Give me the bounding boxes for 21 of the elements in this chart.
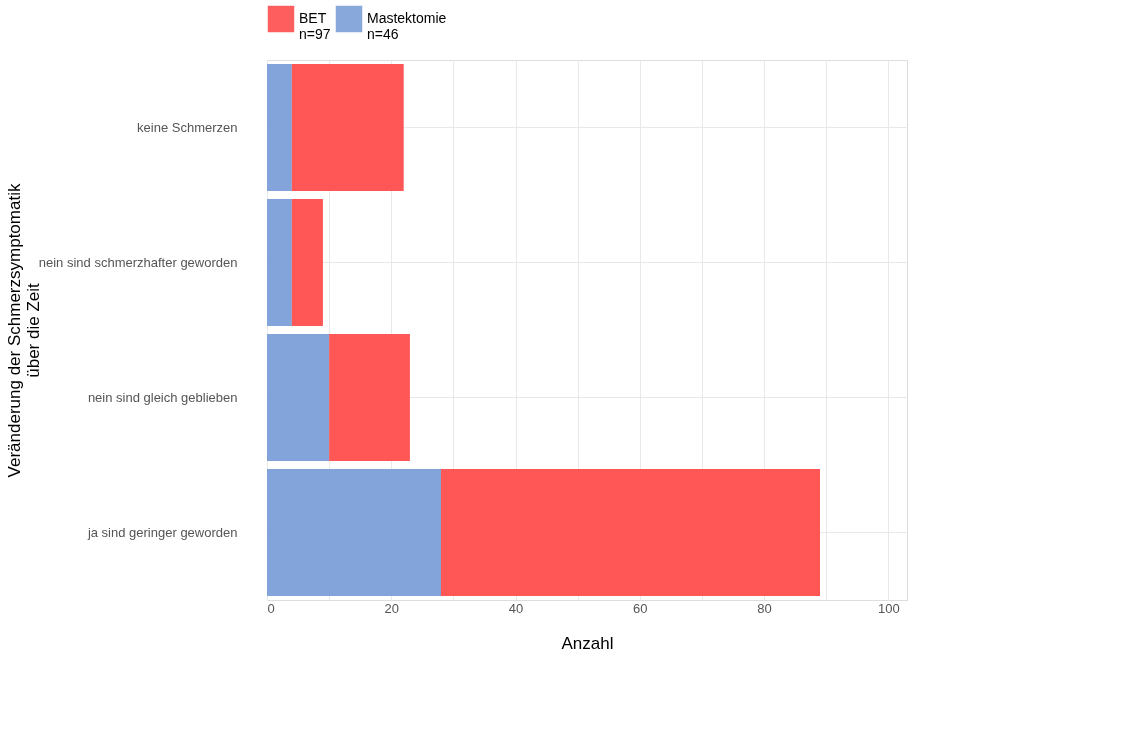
y-tick-label: keine Schmerzen bbox=[137, 119, 238, 135]
x-tick-label: 40 bbox=[508, 600, 524, 616]
legend-label: BET n=97 bbox=[299, 10, 331, 42]
bar bbox=[291, 199, 323, 326]
y-tick-label: ja sind geringer geworden bbox=[86, 524, 238, 540]
y-tick-label: nein sind schmerzhafter geworden bbox=[38, 254, 238, 270]
bar bbox=[291, 64, 404, 191]
x-tick-label: 80 bbox=[757, 600, 772, 616]
x-tick-label: 100 bbox=[878, 600, 900, 616]
bar bbox=[267, 334, 330, 461]
bar bbox=[329, 334, 410, 461]
bar bbox=[440, 469, 821, 596]
x-axis-title: Anzahl bbox=[561, 633, 614, 653]
bar bbox=[267, 469, 441, 596]
x-tick-label: 60 bbox=[633, 600, 648, 616]
legend-label: Mastektomie n=46 bbox=[367, 10, 447, 42]
x-tick-label: 0 bbox=[267, 600, 275, 616]
x-tick-label: 20 bbox=[384, 600, 400, 616]
bar bbox=[267, 199, 292, 326]
y-tick-label: nein sind gleich geblieben bbox=[87, 389, 238, 405]
bar bbox=[267, 64, 292, 191]
